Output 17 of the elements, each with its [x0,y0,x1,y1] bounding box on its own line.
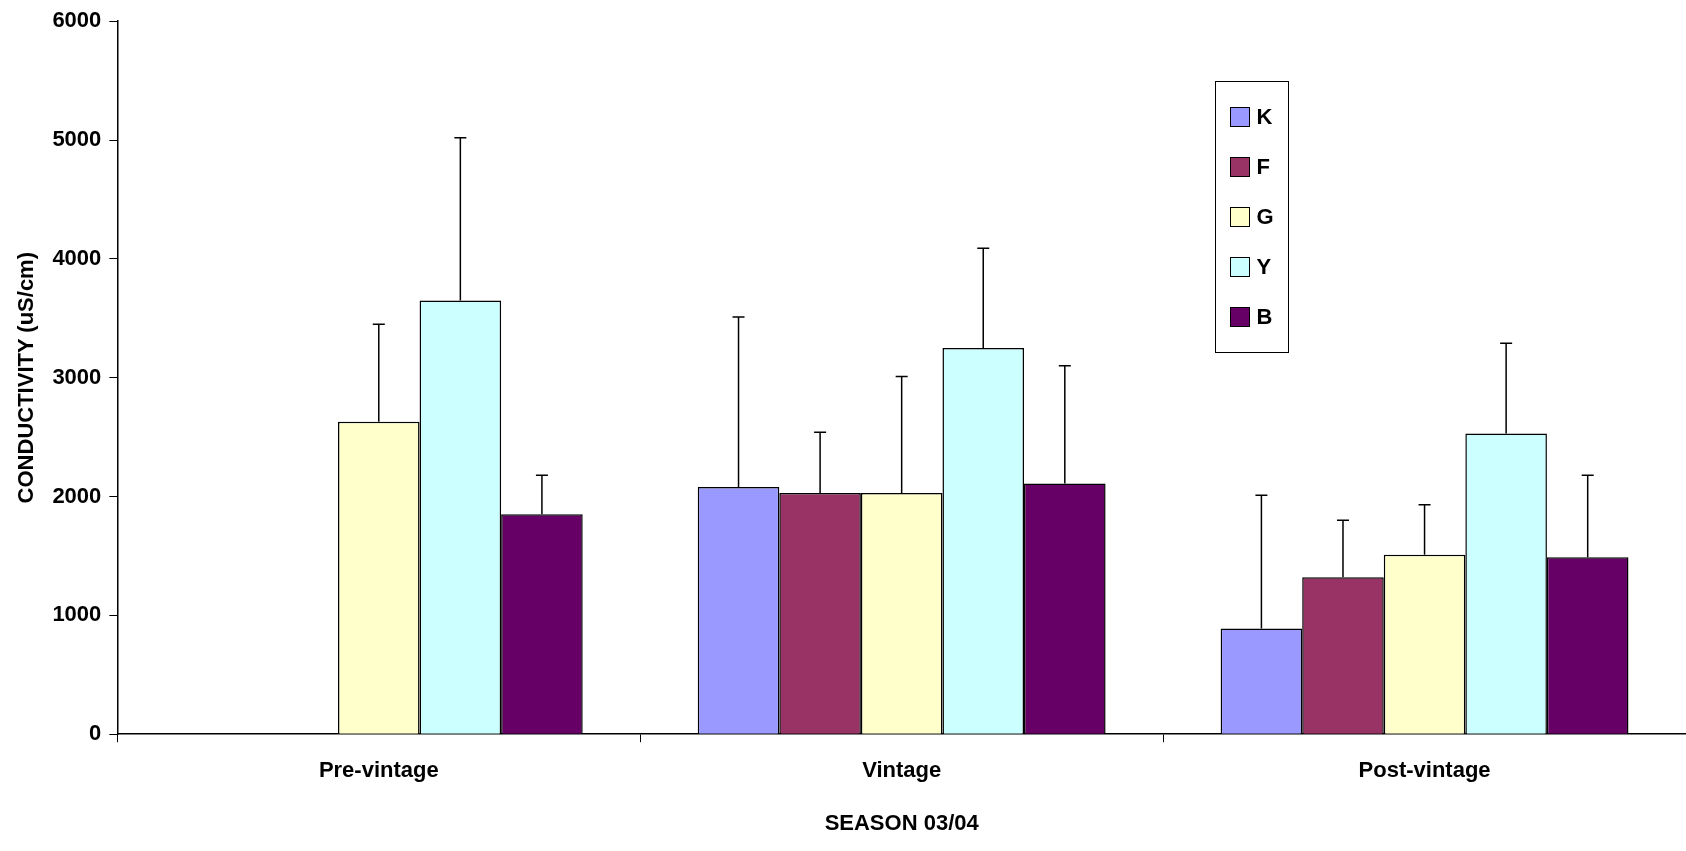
x-tick-label: Post-vintage [1358,757,1491,783]
legend-label: K [1255,103,1274,132]
legend-label: G [1255,203,1274,232]
legend-label: Y [1255,253,1273,282]
legend-label: B [1255,303,1274,332]
y-tick-label: 0 [89,720,102,746]
y-tick-label: 3000 [52,363,102,389]
y-tick-label: 2000 [52,482,102,508]
y-tick-label: 4000 [52,244,102,270]
legend-label: F [1255,153,1271,182]
y-tick-label: 1000 [52,601,102,627]
y-axis-title: CONDUCTIVITY (uS/cm) [13,252,39,504]
x-axis-title: SEASON 03/04 [824,809,980,835]
y-tick-label: 5000 [52,126,102,152]
x-tick-label: Vintage [862,757,942,783]
y-tick-label: 6000 [52,7,102,33]
x-tick-label: Pre-vintage [318,757,439,783]
